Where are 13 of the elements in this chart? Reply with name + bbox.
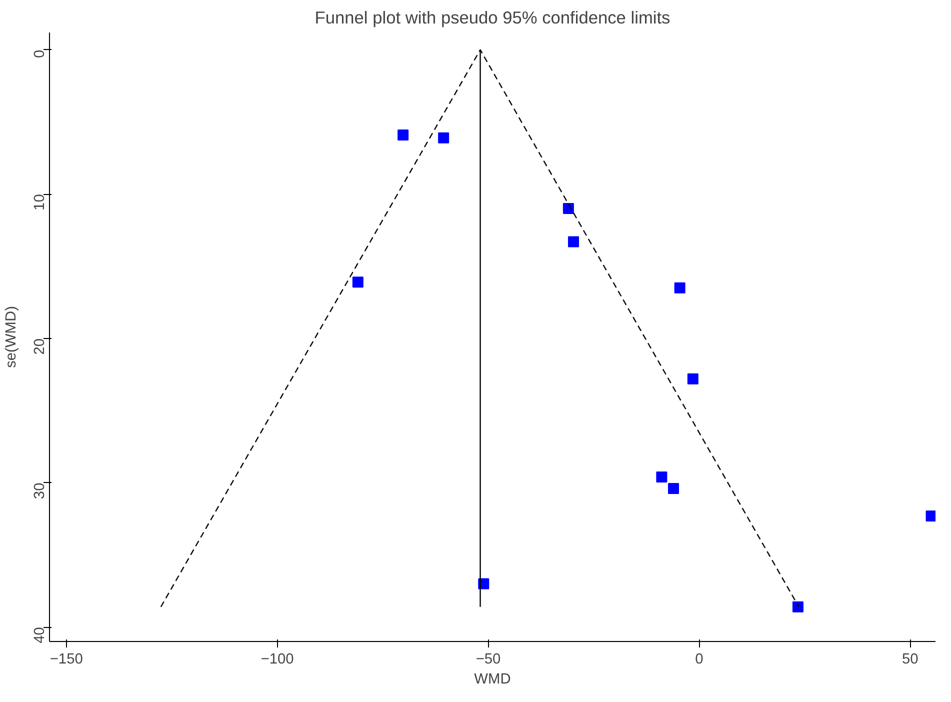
- x-axis-title: WMD: [474, 672, 511, 688]
- y-axis-title: se(WMD): [4, 306, 20, 368]
- y-tick-label: 0: [32, 50, 48, 58]
- x-tick-label: 50: [902, 652, 918, 668]
- y-tick-label: 20: [32, 338, 48, 355]
- x-tick-label: −50: [476, 652, 501, 668]
- y-tick-label: 40: [32, 627, 48, 644]
- y-tick-label: 10: [32, 194, 48, 210]
- x-tick-label: 0: [695, 652, 704, 668]
- chart-title: Funnel plot with pseudo 95% confidence limits: [314, 8, 671, 28]
- x-tick-label: −150: [50, 652, 83, 668]
- y-tick-label: 30: [32, 482, 48, 500]
- x-tick-label: −100: [260, 652, 294, 668]
